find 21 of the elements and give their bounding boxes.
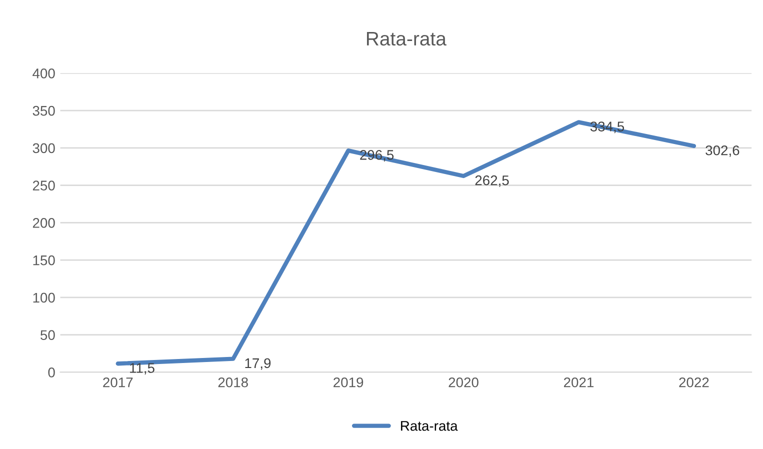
x-tick-label: 2020 [448, 377, 478, 388]
y-tick-label: 50 [40, 330, 55, 340]
legend-label: Rata-rata [401, 421, 458, 431]
x-tick-label: 2019 [334, 377, 364, 388]
y-tick-label: 300 [32, 143, 55, 154]
data-label: 302,6 [706, 145, 740, 157]
y-tick-label: 200 [32, 218, 55, 228]
data-label: 11,5 [130, 363, 154, 375]
y-tick-label: 0 [48, 368, 55, 378]
x-tick-label: 2017 [103, 377, 133, 388]
y-tick-label: 150 [33, 255, 55, 266]
y-tick-label: 100 [33, 292, 55, 303]
y-tick-label: 400 [32, 68, 55, 78]
data-label: 17,9 [245, 358, 271, 370]
x-tick-label: 2022 [679, 377, 709, 388]
chart-title: Rata-rata [366, 32, 446, 46]
x-tick-label: 2018 [218, 377, 248, 388]
x-tick-label: 2021 [564, 377, 594, 388]
y-tick-label: 250 [32, 180, 55, 190]
data-label: 262,5 [475, 175, 509, 187]
y-tick-label: 350 [32, 106, 55, 116]
